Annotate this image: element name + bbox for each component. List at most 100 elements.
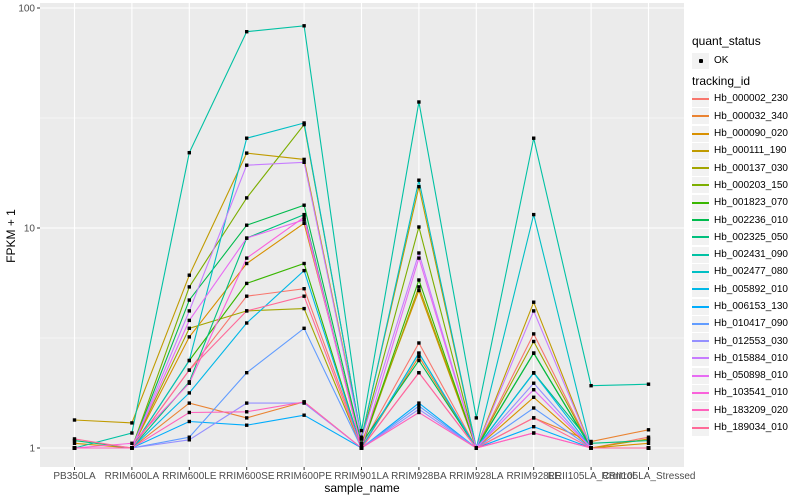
data-point <box>187 401 191 405</box>
data-point <box>302 218 306 222</box>
data-point <box>187 435 191 439</box>
line-swatch-icon <box>692 149 709 152</box>
data-point <box>187 298 191 302</box>
line-swatch-icon <box>692 340 709 343</box>
legend-item-Hb_015884_010: Hb_015884_010 <box>692 350 798 367</box>
legend-item-Hb_000137_030: Hb_000137_030 <box>692 159 798 177</box>
legend-key-box <box>692 263 709 280</box>
data-point <box>417 351 421 355</box>
data-point <box>417 185 421 189</box>
data-point <box>417 404 421 408</box>
data-point <box>532 339 536 344</box>
data-point <box>245 236 249 240</box>
data-point <box>187 381 191 385</box>
legend-item-Hb_001823_070: Hb_001823_070 <box>692 194 798 211</box>
data-point <box>187 318 191 323</box>
data-point <box>359 428 364 433</box>
line-swatch-icon <box>692 201 709 204</box>
line-swatch-icon <box>692 115 709 118</box>
x-tick-label: PB350LA <box>53 471 96 482</box>
data-point <box>302 287 306 291</box>
data-point <box>302 157 306 162</box>
data-point <box>245 30 249 34</box>
legend-item-label: Hb_000203_150 <box>714 179 788 191</box>
data-point <box>302 215 306 219</box>
legend-key-box <box>692 246 709 263</box>
legend-item-label: Hb_189034_010 <box>714 422 788 434</box>
line-swatch-icon <box>692 322 709 325</box>
data-point <box>417 178 421 182</box>
legend-item-label: Hb_005892_010 <box>714 283 788 295</box>
data-point <box>130 431 134 435</box>
legend-item-Hb_103541_010: Hb_103541_010 <box>692 384 798 401</box>
data-point <box>72 441 77 445</box>
data-point <box>417 256 421 260</box>
data-point <box>72 446 77 450</box>
data-point <box>359 437 364 441</box>
data-point <box>187 391 191 395</box>
data-point <box>532 406 536 410</box>
legend-item-label: Hb_015884_010 <box>714 352 788 364</box>
data-point <box>245 423 249 427</box>
legend-item-Hb_000203_150: Hb_000203_150 <box>692 177 798 194</box>
legend-item-Hb_000111_190: Hb_000111_190 <box>692 142 798 159</box>
legend-item-Hb_006153_130: Hb_006153_130 <box>692 298 798 315</box>
data-point <box>359 446 364 450</box>
data-point <box>417 100 421 104</box>
x-tick-label: RRIM901LA <box>334 471 389 482</box>
data-point <box>245 309 249 313</box>
line-swatch-icon <box>692 253 709 256</box>
line-swatch-icon <box>692 305 709 308</box>
data-point <box>646 438 651 443</box>
data-point <box>532 371 536 375</box>
x-axis-title: sample_name <box>324 481 400 495</box>
legend-item-Hb_189034_010: Hb_189034_010 <box>692 419 798 436</box>
data-point <box>187 309 191 313</box>
legend-key-box <box>692 212 709 229</box>
data-point <box>187 358 191 363</box>
data-point <box>417 285 421 289</box>
data-point <box>359 444 364 448</box>
data-point <box>302 400 306 404</box>
data-point <box>417 278 421 282</box>
legend-item-Hb_002325_050: Hb_002325_050 <box>692 229 798 246</box>
data-point <box>187 438 191 442</box>
legend-key-box <box>692 90 709 107</box>
data-point <box>130 446 134 450</box>
y-axis-title: FPKM + 1 <box>4 209 18 263</box>
data-point <box>302 212 306 217</box>
data-point <box>187 419 191 424</box>
data-point <box>245 416 249 420</box>
data-point <box>245 136 249 140</box>
legend-item-label: Hb_000111_190 <box>714 145 787 157</box>
data-point <box>417 401 421 405</box>
legend-title-tracking-id: tracking_id <box>692 74 751 89</box>
data-point <box>417 355 421 359</box>
data-point <box>532 309 536 313</box>
legend-item-Hb_012553_030: Hb_012553_030 <box>692 332 798 350</box>
data-point <box>532 395 536 399</box>
line-swatch-icon <box>692 357 709 360</box>
x-tick-label: RRIM928LE <box>506 471 561 482</box>
legend-item-Hb_005892_010: Hb_005892_010 <box>692 281 798 298</box>
legend-title-quant-status: quant_status <box>692 34 761 48</box>
data-point <box>245 196 249 200</box>
legend: quant_status OK tracking_id Hb_000002_23… <box>692 34 798 436</box>
data-point <box>245 371 249 375</box>
data-point <box>646 382 651 386</box>
legend-item-label: Hb_000002_230 <box>714 93 788 105</box>
data-point <box>245 151 249 155</box>
legend-item-Hb_000032_340: Hb_000032_340 <box>692 108 798 125</box>
data-point <box>417 371 421 375</box>
data-point <box>417 341 421 345</box>
legend-key-box <box>692 142 709 159</box>
line-swatch-icon <box>692 374 709 377</box>
data-point <box>245 401 249 405</box>
legend-item-label: Hb_002236_010 <box>714 214 788 226</box>
line-swatch-icon <box>692 167 709 170</box>
data-point <box>474 416 478 420</box>
legend-item-label: Hb_010417_090 <box>714 318 788 330</box>
legend-item-Hb_002236_010: Hb_002236_010 <box>692 211 798 229</box>
legend-item-label: Hb_000137_030 <box>714 162 788 174</box>
